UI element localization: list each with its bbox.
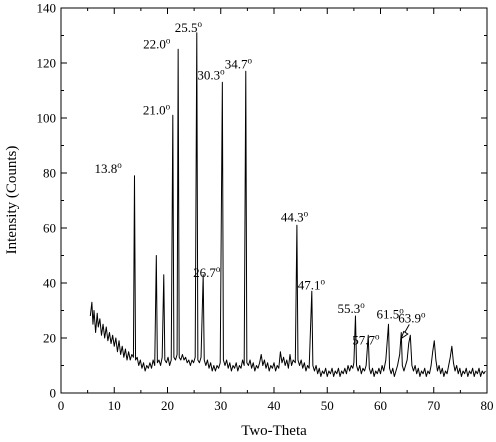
peak-label-degree: o xyxy=(360,300,365,310)
y-tick-label: 60 xyxy=(43,221,56,236)
x-axis-title: Two-Theta xyxy=(241,423,307,439)
series-line xyxy=(89,32,486,377)
peak-label-value: 34.7 xyxy=(225,56,248,71)
peak-label-degree: o xyxy=(248,55,253,65)
peak-label-degree: o xyxy=(220,66,225,76)
x-tick-label: 30 xyxy=(214,398,227,413)
peak-label-value: 25.5 xyxy=(175,20,198,35)
y-axis-ticks: 0 20 40 60 80 100 120 140 xyxy=(37,1,487,401)
peak-label-value: 30.3 xyxy=(197,67,220,82)
peak-label-value: 21.0 xyxy=(143,102,166,117)
y-tick-label: 80 xyxy=(43,166,56,181)
peak-label: 34.7o xyxy=(225,55,253,71)
peak-label-degree: o xyxy=(216,264,221,274)
peak-label: 47.1o xyxy=(298,276,326,292)
peak-label: 30.3o xyxy=(197,66,225,82)
peak-label-value: 63.9 xyxy=(398,311,421,326)
peak-label: 22.0o xyxy=(143,35,171,51)
y-tick-label: 100 xyxy=(37,111,57,126)
x-tick-label: 50 xyxy=(321,398,334,413)
y-tick-label: 120 xyxy=(37,56,57,71)
peak-label: 44.3o xyxy=(281,208,309,224)
y-tick-label: 0 xyxy=(50,386,57,401)
y-tick-label: 40 xyxy=(43,276,56,291)
peak-label: 25.5o xyxy=(175,19,203,35)
peak-label-degree: o xyxy=(399,305,404,315)
x-tick-label: 60 xyxy=(374,398,387,413)
annotation-arrow-head xyxy=(400,330,409,340)
peak-label: 63.9o xyxy=(398,310,426,326)
peak-label-value: 47.1 xyxy=(298,277,321,292)
x-tick-label: 40 xyxy=(268,398,281,413)
peak-label-value: 55.3 xyxy=(337,301,360,316)
peak-label: 21.0o xyxy=(143,101,171,117)
peak-label-degree: o xyxy=(375,331,380,341)
peak-label: 61.5o xyxy=(376,305,404,321)
x-axis-ticks: 0 10 20 30 40 50 60 70 80 xyxy=(58,8,494,413)
peak-label-degree: o xyxy=(321,276,326,286)
y-axis-title: Intensity (Counts) xyxy=(4,146,20,255)
plot-area xyxy=(60,7,488,394)
peak-label-value: 13.8 xyxy=(94,161,117,176)
plot-frame xyxy=(60,7,488,394)
peak-label-degree: o xyxy=(117,160,122,170)
peak-label-value: 26.7 xyxy=(193,265,216,280)
peak-label: 57.7o xyxy=(352,331,380,347)
peak-label: 26.7o xyxy=(193,264,221,280)
peak-label-value: 44.3 xyxy=(281,209,304,224)
peak-label-degree: o xyxy=(304,208,309,218)
x-tick-label: 0 xyxy=(58,398,65,413)
y-tick-label: 140 xyxy=(37,1,57,16)
y-tick-label: 20 xyxy=(43,331,56,346)
x-tick-label: 70 xyxy=(427,398,440,413)
peak-label-degree: o xyxy=(198,19,203,29)
peak-label-degree: o xyxy=(166,35,171,45)
peak-label: 13.8o xyxy=(94,160,122,176)
x-tick-label: 10 xyxy=(108,398,121,413)
x-tick-label: 20 xyxy=(161,398,174,413)
peak-label-value: 57.7 xyxy=(352,332,375,347)
peak-label-degree: o xyxy=(421,310,426,320)
peak-label-value: 22.0 xyxy=(143,36,166,51)
peak-label-degree: o xyxy=(166,101,171,111)
peak-label-value: 61.5 xyxy=(376,306,399,321)
peak-label: 55.3o xyxy=(337,300,365,316)
x-tick-label: 80 xyxy=(481,398,494,413)
